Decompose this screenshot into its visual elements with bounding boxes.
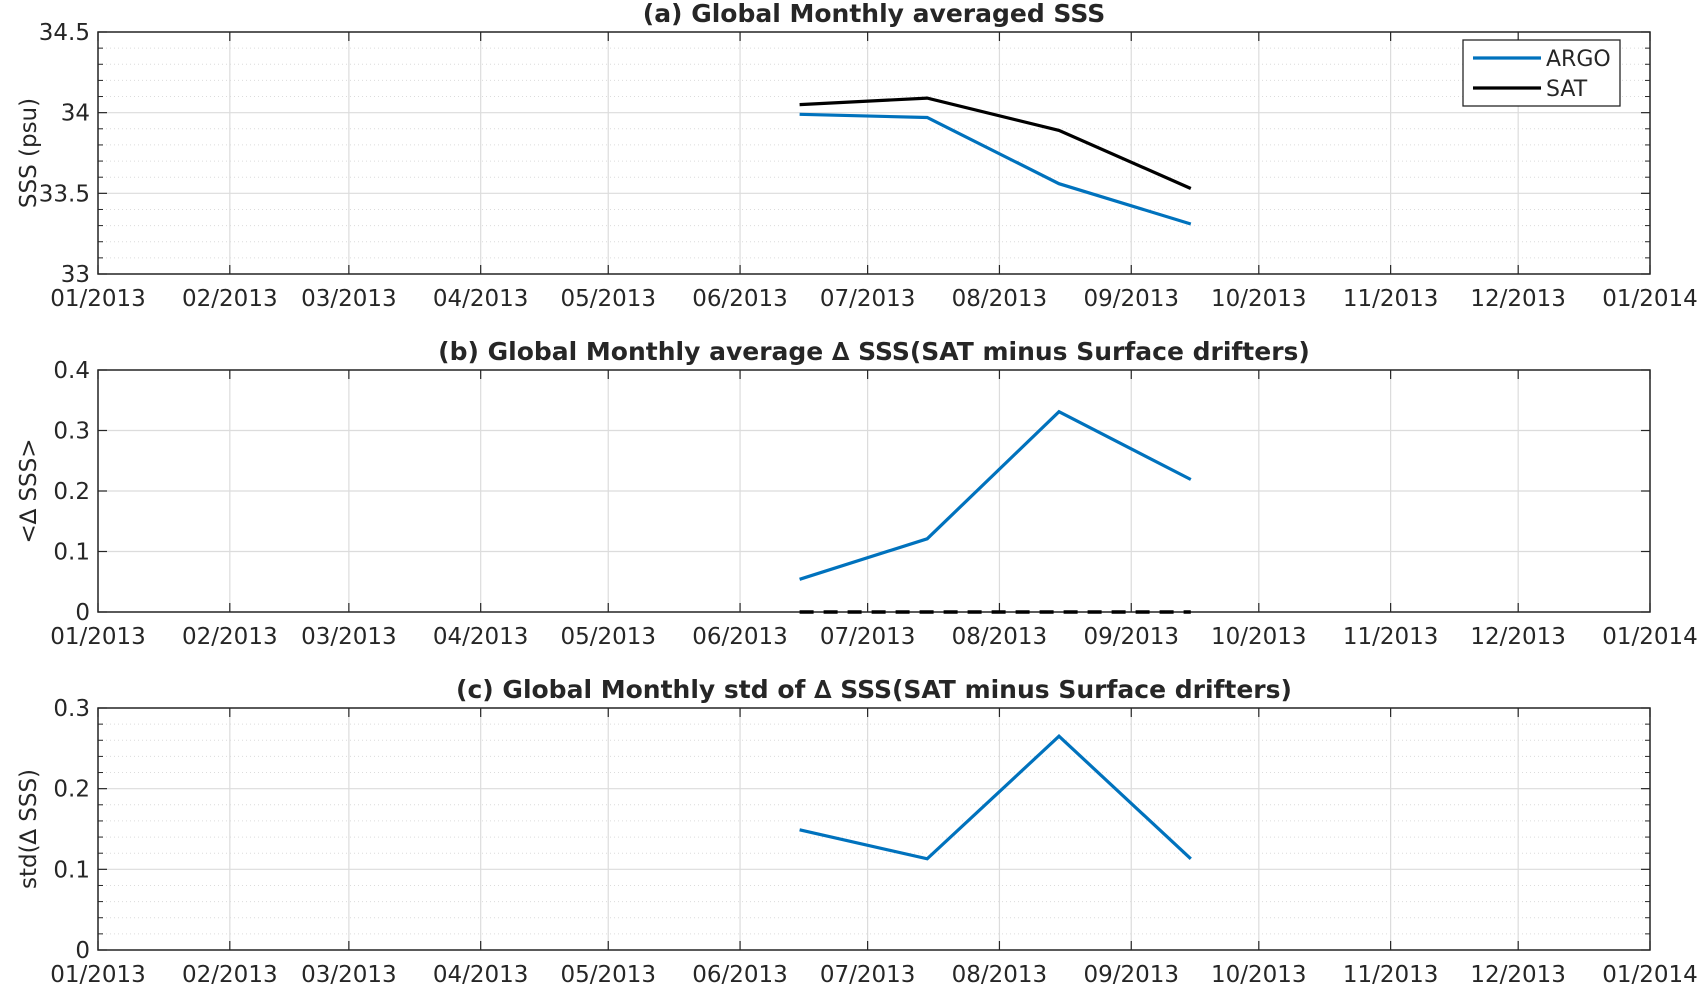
x-tick-label: 04/2013 — [433, 962, 529, 984]
chart-title: (b) Global Monthly average ∆ SSS(SAT min… — [438, 337, 1310, 366]
chart-panel-3: 01/2013 02/2013 03/2013 04/2013 05/2013 06/20… — [16, 675, 1698, 984]
x-tick-label: 09/2013 — [1083, 286, 1179, 312]
x-tick-label: 10/2013 — [1211, 624, 1307, 650]
x-tick-label: 01/2013 — [50, 624, 146, 650]
legend: ARGO SAT — [1462, 39, 1621, 107]
x-tick-label: 07/2013 — [820, 962, 916, 984]
x-tick-label: 06/2013 — [692, 624, 788, 650]
x-tick-label: 06/2013 — [692, 962, 788, 984]
x-tick-label: 01/2014 — [1602, 624, 1698, 650]
series-line-argo — [799, 112, 1192, 226]
y-tick-label: 0 — [75, 600, 90, 626]
x-tick-label: 10/2013 — [1211, 962, 1307, 984]
x-tick-label: 11/2013 — [1343, 624, 1439, 650]
y-tick-label: 33.5 — [39, 181, 90, 207]
x-tick-label: 11/2013 — [1343, 286, 1439, 312]
x-tick-label: 01/2013 — [50, 962, 146, 984]
x-tick-label: 08/2013 — [952, 286, 1048, 312]
x-tick-label: 03/2013 — [301, 962, 397, 984]
y-tick-label: 34.5 — [39, 20, 90, 46]
y-tick-label: 0.4 — [53, 358, 90, 384]
y-tick-label: 0.3 — [53, 419, 90, 445]
x-tick-label: 09/2013 — [1083, 962, 1179, 984]
plot-area — [98, 32, 1650, 274]
x-tick-label: 03/2013 — [301, 286, 397, 312]
x-tick-label: 02/2013 — [182, 286, 278, 312]
x-tick-label: 02/2013 — [182, 624, 278, 650]
axes-box — [97, 707, 1651, 951]
x-tick-label: 07/2013 — [820, 624, 916, 650]
y-tick-label: 0.2 — [53, 479, 90, 505]
x-tick-label: 12/2013 — [1470, 286, 1566, 312]
y-tick-label: 0.1 — [53, 857, 90, 883]
x-tick-label: 04/2013 — [433, 286, 529, 312]
legend-label-sat: SAT — [1546, 77, 1588, 102]
y-axis-label: <∆ SSS> — [16, 438, 42, 543]
chart-title: (c) Global Monthly std of ∆ SSS(SAT minu… — [456, 675, 1292, 704]
y-tick-label: 0.2 — [53, 777, 90, 803]
minor-gridlines — [98, 723, 1650, 935]
y-tick-label: 33 — [61, 262, 90, 288]
y-tick-label: 0 — [75, 938, 90, 964]
series-line-sat — [799, 96, 1192, 190]
x-tick-label: 05/2013 — [560, 962, 656, 984]
y-tick-label: 34 — [61, 101, 90, 127]
x-tick-label: 05/2013 — [560, 286, 656, 312]
legend-label-argo: ARGO — [1546, 47, 1611, 72]
x-tick-label: 01/2014 — [1602, 962, 1698, 984]
x-tick-label: 12/2013 — [1470, 624, 1566, 650]
x-tick-label: 10/2013 — [1211, 286, 1307, 312]
x-tick-label: 04/2013 — [433, 624, 529, 650]
chart-title: (a) Global Monthly averaged SSS — [643, 0, 1105, 28]
y-tick-label: 0.3 — [53, 696, 90, 722]
series-line-delta — [799, 409, 1192, 581]
y-tick-label: 0.1 — [53, 540, 90, 566]
chart-panel-2: 01/2013 02/2013 03/2013 04/2013 05/2013 06/20… — [16, 337, 1698, 650]
x-tick-label: 09/2013 — [1083, 624, 1179, 650]
x-tick-label: 05/2013 — [560, 624, 656, 650]
x-tick-label: 12/2013 — [1470, 962, 1566, 984]
y-axis-label: SSS (psu) — [16, 98, 42, 208]
y-axis-label: std(∆ SSS) — [16, 769, 42, 889]
x-tick-label: 07/2013 — [820, 286, 916, 312]
legend-box — [1462, 39, 1621, 107]
axes-box — [97, 31, 1651, 275]
x-tick-label: 02/2013 — [182, 962, 278, 984]
x-tick-label: 06/2013 — [692, 286, 788, 312]
x-tick-label: 01/2013 — [50, 286, 146, 312]
series-line-delta — [799, 734, 1192, 861]
x-tick-label: 01/2014 — [1602, 286, 1698, 312]
x-tick-label: 11/2013 — [1343, 962, 1439, 984]
x-tick-label: 08/2013 — [952, 624, 1048, 650]
x-tick-label: 08/2013 — [952, 962, 1048, 984]
chart-panel-1: 01/2013 02/2013 03/2013 04/2013 05/2013 06/20… — [16, 0, 1698, 312]
plot-area — [98, 708, 1650, 950]
minor-gridlines — [98, 47, 1650, 259]
x-tick-label: 03/2013 — [301, 624, 397, 650]
